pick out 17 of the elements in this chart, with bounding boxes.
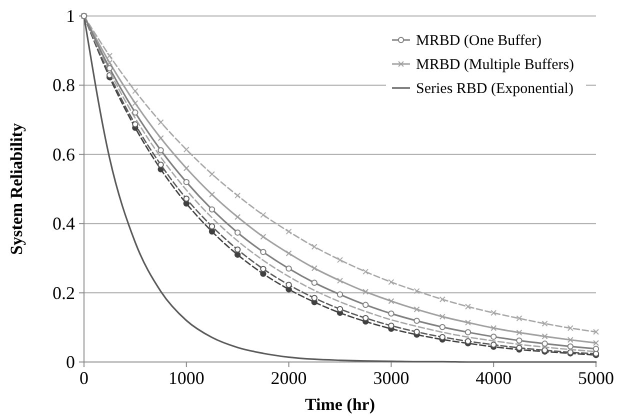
legend-label: MRBD (Multiple Buffers): [416, 57, 574, 73]
y-tick-label: 0.8: [52, 75, 75, 96]
x-tick-label: 4000: [476, 368, 512, 388]
y-tick-label: 1: [66, 6, 75, 26]
x-tick-label: 0: [80, 368, 88, 388]
legend-label: Series RBD (Exponential): [416, 81, 574, 97]
x-tick-label: 1000: [168, 368, 204, 388]
y-tick-label: 0.2: [52, 282, 75, 303]
x-tick-label: 2000: [270, 368, 307, 388]
legend-label: MRBD (One Buffer): [416, 33, 542, 49]
y-tick-label: 0.4: [52, 214, 75, 234]
x-tick-label: 3000: [373, 368, 410, 388]
y-tick-label: 0.6: [52, 144, 75, 164]
x-tick-label: 5000: [578, 368, 614, 388]
x-axis-title: Time (hr): [304, 395, 376, 414]
y-tick-label: 0: [66, 352, 75, 372]
y-axis-title: System Reliability: [7, 122, 26, 255]
